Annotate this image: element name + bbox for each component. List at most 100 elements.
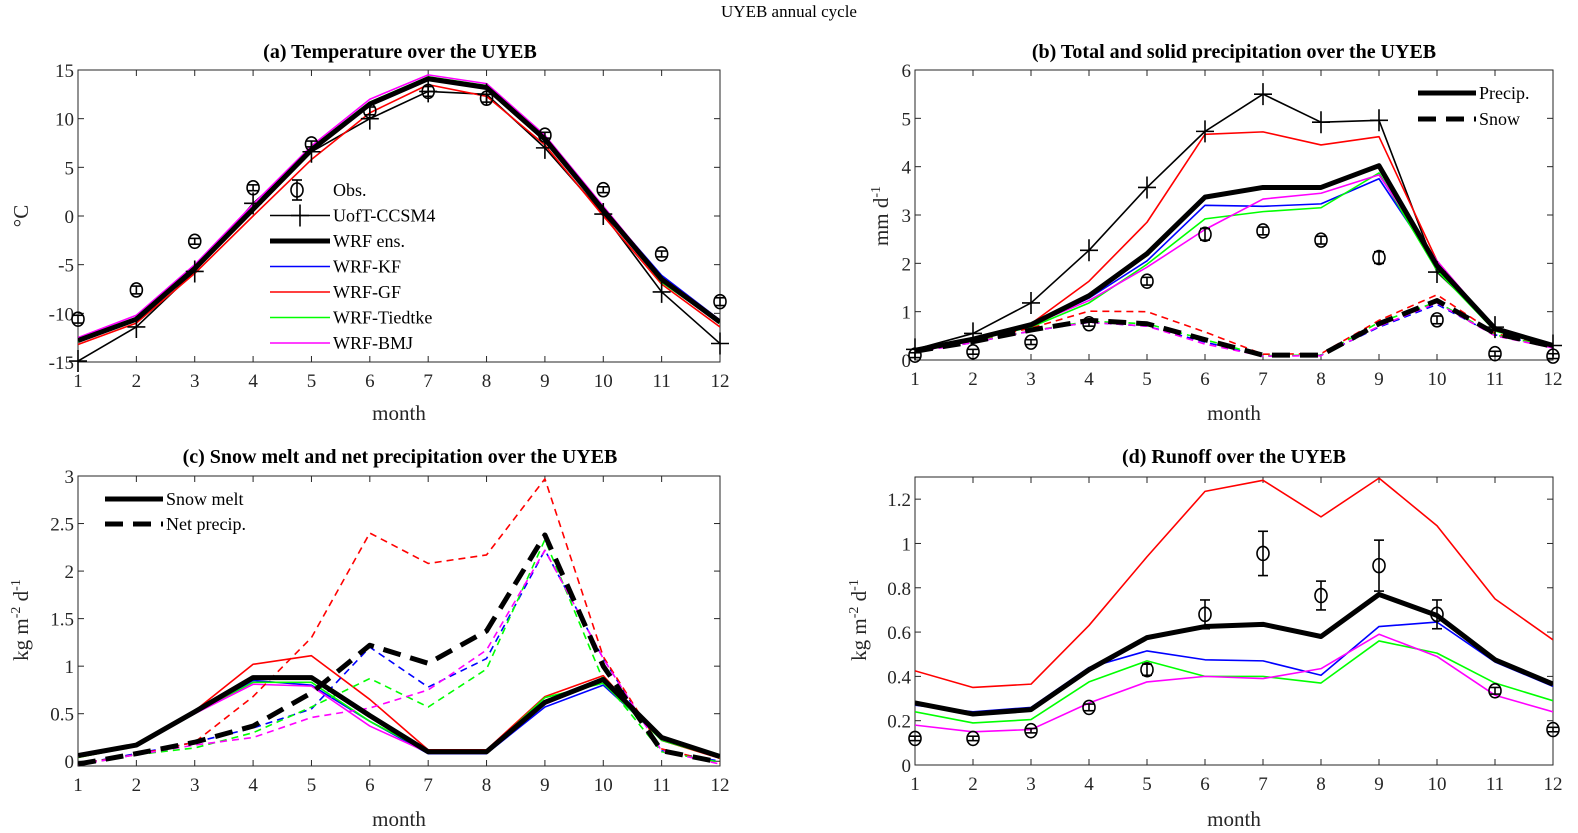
x-tick-label: 12: [1544, 774, 1563, 795]
obs-marker: [479, 90, 494, 107]
obs-marker: [246, 179, 260, 196]
x-tick-label: 1: [910, 369, 920, 390]
y-tick-label: 5: [65, 158, 75, 179]
obs-point: [596, 181, 611, 198]
legend-item: Precip.: [1418, 83, 1529, 103]
series-wrf-ens-precip-line: [915, 163, 1553, 353]
series-wrf-bmj-precip-line: [915, 174, 1553, 353]
legend-item: Obs.: [290, 179, 367, 201]
obs-point: [1430, 599, 1444, 630]
obs-marker: [1082, 699, 1096, 716]
x-tick-label: 8: [482, 775, 492, 796]
ylabel-part: d: [9, 590, 33, 606]
series-wrf-gf-net-line: [78, 478, 720, 765]
x-tick-label: 6: [1200, 774, 1210, 795]
series-wrf-gf-line: [915, 477, 1553, 689]
plus-marker: [1254, 83, 1272, 106]
obs-point: [966, 730, 980, 747]
y-tick-label: 1: [902, 303, 912, 324]
obs-marker: [1430, 606, 1444, 623]
x-tick-label: 5: [1142, 774, 1152, 795]
obs-marker: [1488, 682, 1502, 699]
x-tick-label: 10: [594, 371, 613, 392]
ylabel-main: mm d: [869, 197, 893, 246]
obs-marker: [71, 311, 85, 327]
plot-area: [78, 74, 720, 362]
series-wrf-tiedtke-precip-line: [915, 172, 1553, 352]
obs-point: [1082, 699, 1096, 716]
legend-item: UofT-CCSM4: [270, 204, 435, 227]
panel-d-title: (d) Runoff over the UYEB: [1122, 446, 1346, 468]
obs-point: [479, 90, 494, 107]
obs-point: [654, 246, 669, 262]
x-tick-label: 5: [1142, 369, 1152, 390]
x-tick-label: 12: [1544, 369, 1563, 390]
series-wrf-gf-line: [78, 83, 720, 346]
legend-label: Snow: [1479, 109, 1520, 129]
obs-marker: [1314, 232, 1328, 248]
legend-item: WRF-GF: [270, 282, 401, 302]
plus-marker: [1312, 111, 1330, 134]
x-tick-label: 4: [248, 371, 258, 392]
x-tick-label: 11: [1486, 369, 1504, 390]
legend-label: Precip.: [1479, 83, 1529, 103]
plus-marker: [1428, 261, 1446, 284]
y-tick-label: 3: [902, 206, 912, 227]
x-tick-label: 11: [652, 775, 670, 796]
x-tick-label: 12: [711, 775, 730, 796]
x-tick-label: 7: [1258, 774, 1268, 795]
y-tick-label: 2.5: [50, 515, 74, 536]
x-tick-label: 10: [1428, 774, 1447, 795]
series-wrf-kf-precip-line: [915, 177, 1553, 352]
obs-marker: [908, 347, 922, 363]
obs-point: [1488, 345, 1502, 362]
obs-point: [363, 103, 377, 119]
legend-item: WRF ens.: [270, 231, 405, 251]
series-wrf-gf-precip-line: [915, 131, 1553, 352]
obs-marker: [966, 343, 980, 360]
legend-label: WRF-BMJ: [333, 333, 413, 353]
obs-marker: [713, 293, 727, 310]
series-wrf-gf-snow-line: [915, 293, 1553, 356]
obs-marker: [596, 181, 611, 198]
series-wrf-ens-snow-line: [915, 298, 1553, 358]
obs-point: [966, 343, 980, 360]
y-tick-label: 0: [902, 756, 912, 777]
obs-marker: [538, 127, 552, 144]
x-tick-label: 5: [307, 775, 317, 796]
plus-marker: [652, 280, 671, 303]
y-tick-label: 15: [55, 61, 74, 82]
obs-point: [304, 136, 319, 152]
obs-marker: [1546, 348, 1560, 364]
legend-label: WRF-Tiedtke: [333, 308, 432, 328]
obs-point: [1198, 599, 1212, 630]
panel-d-ylabel: kg m-2 d-1: [847, 579, 871, 661]
y-tick-label: -15: [49, 353, 74, 374]
legend-item: Net precip.: [105, 514, 246, 534]
plus-marker: [964, 322, 982, 345]
obs-marker: [1256, 545, 1270, 562]
obs-marker: [1198, 226, 1212, 243]
legend-label: Snow melt: [166, 489, 244, 509]
panel-b-ylabel: mm d-1: [869, 186, 893, 246]
legend-label: WRF-KF: [333, 257, 401, 277]
obs-point: [1372, 539, 1386, 592]
x-tick-label: 6: [365, 775, 375, 796]
obs-point: [1140, 273, 1154, 290]
y-tick-label: 0: [65, 207, 75, 228]
obs-point: [246, 179, 260, 196]
ylabel-exponent: -1: [9, 579, 24, 591]
series-wrf-ens-net-line: [78, 532, 720, 767]
x-tick-label: 11: [1486, 774, 1504, 795]
axes-box: [914, 476, 1554, 766]
obs-marker: [187, 233, 202, 250]
x-tick-label: 1: [73, 371, 83, 392]
plus-marker: [244, 192, 263, 215]
series-wrf-tiedtke-line: [915, 640, 1553, 724]
obs-point: [1546, 348, 1560, 364]
obs-point: [713, 293, 727, 310]
obs-marker: [1430, 312, 1444, 328]
panel-a-xlabel: month: [372, 401, 426, 425]
